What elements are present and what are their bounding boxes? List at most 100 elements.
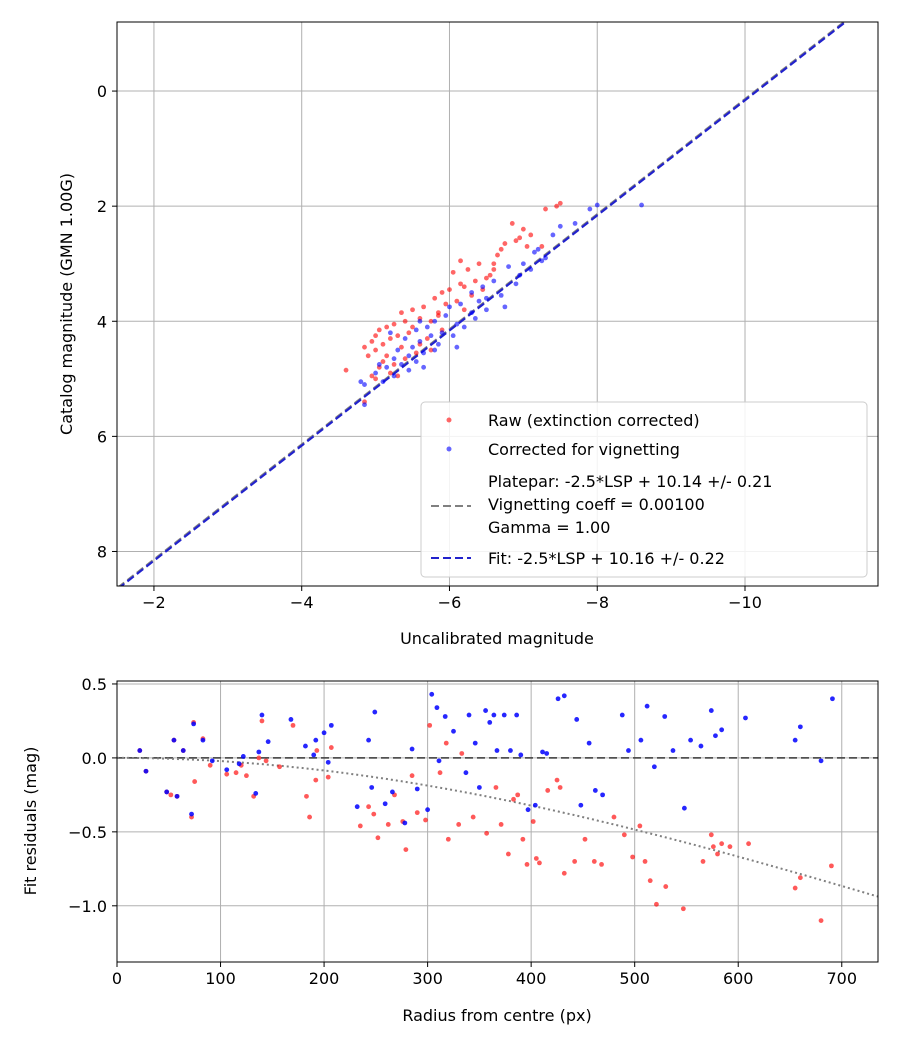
corrected-point [417,318,423,324]
corrected-point [543,255,548,261]
corrected-point [432,318,438,324]
corrected-point [450,333,456,339]
top-plot-frame [116,21,879,587]
bottom-y-tick-label: 0.5 [82,675,107,694]
corrected-residual-point [311,752,317,758]
raw-residual-point [530,819,536,824]
raw-residual-point [437,770,443,776]
bottom-x-tick-label: 100 [205,969,236,988]
raw-residual-point [325,774,331,780]
raw-point [543,206,548,212]
corrected-residual-point [719,727,725,733]
corrected-point [406,353,412,359]
raw-point [513,238,519,244]
raw-point [399,310,404,316]
raw-point [406,330,412,336]
corrected-residual-point [303,743,308,749]
bottom-x-ticks: 0 100 200 300 400 500 600 700 [112,962,857,988]
corrected-residual-point [372,709,378,715]
raw-residual-point [647,878,653,884]
raw-residual-point [654,901,659,907]
corrected-point [421,350,427,356]
raw-point [557,200,563,206]
raw-residual-point [445,836,451,842]
bottom-scatter-points [137,691,835,923]
corrected-residual-point [619,712,625,718]
top-x-ticks: −2 −4 −6 −8 −10 [142,586,762,612]
corrected-residual-point [288,717,294,722]
corrected-residual-point [174,793,180,799]
corrected-point [384,364,390,370]
corrected-residual-point [501,712,507,718]
raw-residual-point [511,796,516,802]
raw-point [450,269,456,275]
raw-residual-point [505,851,511,857]
top-y-tick-label: 6 [97,427,107,446]
raw-residual-point [414,810,420,816]
corrected-point [535,246,541,252]
raw-point [369,373,375,379]
corrected-point [417,339,423,344]
raw-residual-point [313,777,319,783]
corrected-residual-point [369,785,375,790]
raw-residual-point [427,722,433,728]
raw-residual-point [621,832,627,838]
raw-point [384,353,390,359]
raw-residual-point [409,773,415,779]
raw-residual-point [366,804,371,810]
bottom-plot-background [117,681,878,962]
corrected-residual-point [451,728,456,734]
corrected-residual-point [483,708,488,713]
corrected-residual-point [797,724,803,730]
raw-residual-point [561,870,567,876]
fit-line [119,22,848,586]
raw-point [369,339,375,344]
raw-point [413,350,419,356]
bottom-y-tick-label: −1.0 [68,897,107,916]
legend-label-raw: Raw (extinction corrected) [488,411,700,430]
corrected-residual-point [429,691,435,697]
raw-point [395,333,401,339]
corrected-point [424,324,430,330]
raw-point [443,301,449,307]
raw-residual-point [545,788,551,793]
bottom-y-ticks: 0.5 0.0 −0.5 −1.0 [68,675,117,916]
bottom-plot-frame [116,680,879,963]
corrected-point [532,249,537,255]
raw-residual-point [307,814,312,820]
top-x-tick-label: −6 [438,593,462,612]
raw-residual-point [708,832,714,838]
corrected-point [517,272,523,278]
raw-residual-point [385,822,391,827]
corrected-residual-point [466,712,472,718]
bottom-x-tick-label: 700 [826,969,857,988]
raw-point [362,344,367,350]
corrected-residual-point [209,758,215,764]
raw-residual-point [520,836,526,842]
corrected-residual-point [390,789,395,795]
raw-point [539,244,545,249]
raw-point [439,290,445,295]
raw-residual-point [314,748,320,753]
corrected-residual-point [713,733,718,739]
raw-residual-point [459,751,465,756]
top-chart: −2 −4 −6 −8 −10 0 2 4 6 8 Uncalibrated magnitude… [57,21,879,648]
corrected-residual-point [409,746,415,752]
corrected-residual-point [555,696,561,702]
corrected-residual-point [578,802,584,808]
corrected-point [421,364,427,370]
corrected-residual-point [425,807,431,813]
bottom-y-axis-label: Fit residuals (mag) [21,747,40,896]
corrected-residual-point [191,721,197,727]
raw-residual-point [727,844,733,850]
corrected-point [402,336,408,341]
raw-point [509,221,515,226]
raw-point [461,284,467,290]
corrected-point [639,202,644,208]
raw-residual-point [611,814,617,820]
corrected-residual-point [518,752,524,758]
raw-point [410,324,415,330]
corrected-point [458,301,463,307]
raw-residual-point [637,823,643,829]
raw-residual-point [700,859,706,864]
